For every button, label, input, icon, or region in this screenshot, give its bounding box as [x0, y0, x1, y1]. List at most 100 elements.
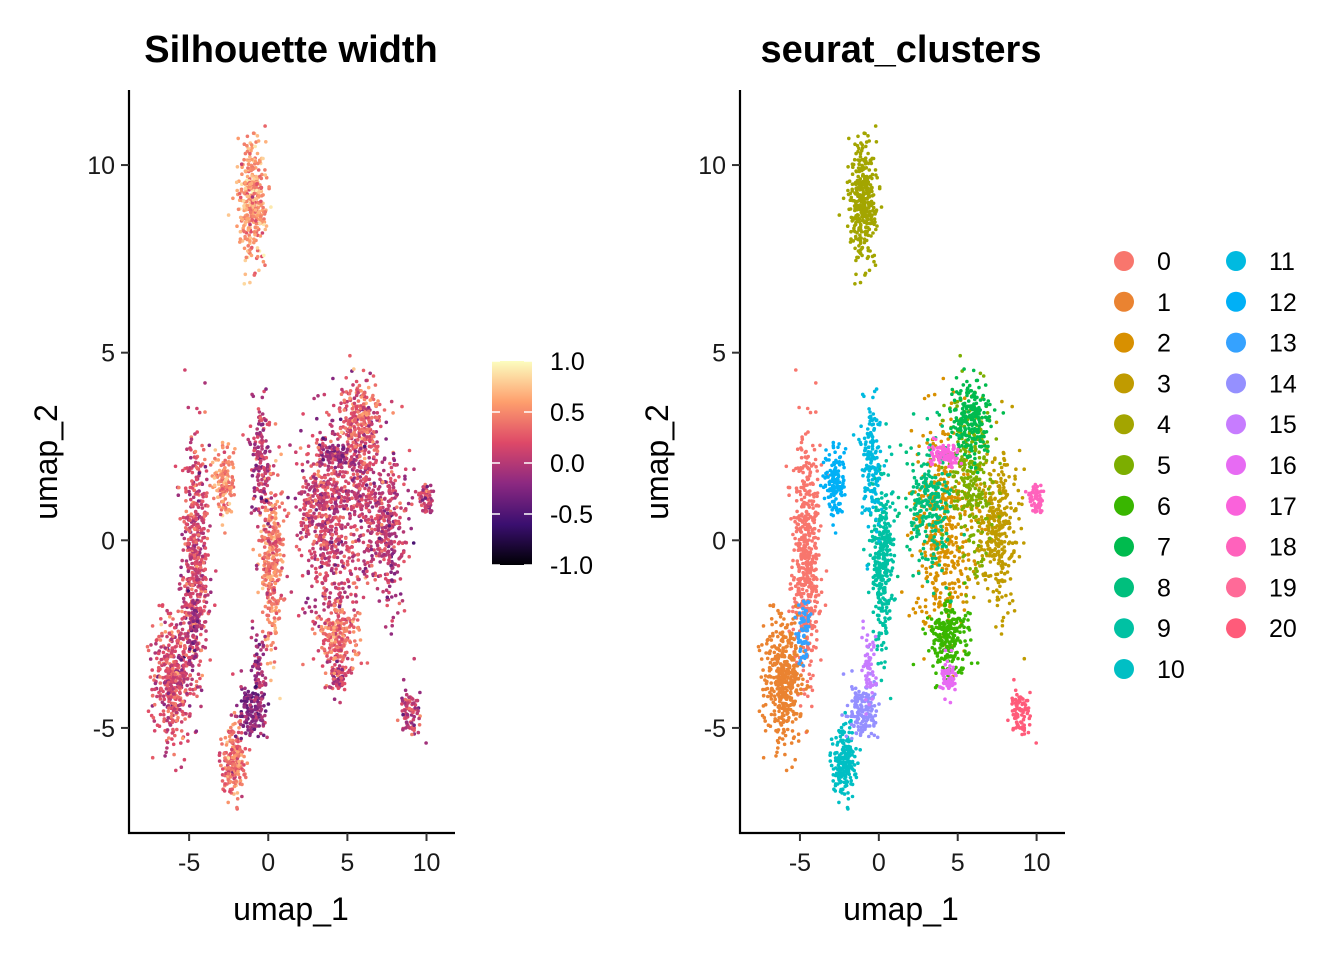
silhouette-point — [247, 233, 251, 237]
silhouette-point — [326, 472, 331, 477]
silhouette-y-tick-label: 10 — [87, 152, 115, 180]
silhouette-point — [370, 530, 374, 534]
silhouette-point — [338, 409, 342, 414]
silhouette-point — [294, 450, 298, 455]
silhouette-point — [185, 466, 189, 470]
silhouette-point — [306, 596, 310, 601]
silhouette-point — [176, 655, 181, 660]
silhouette-point — [355, 652, 359, 657]
silhouette-point — [219, 463, 224, 468]
silhouette-point — [338, 631, 343, 635]
silhouette-point — [294, 462, 299, 466]
silhouette-point — [180, 468, 185, 473]
silhouette-point — [306, 452, 310, 456]
silhouette-point — [407, 554, 412, 559]
silhouette-point — [203, 464, 208, 469]
silhouette-point — [178, 698, 182, 702]
silhouette-point — [235, 805, 239, 810]
cluster-point — [799, 497, 804, 502]
silhouette-point — [354, 379, 359, 384]
silhouette-point — [373, 484, 377, 489]
silhouette-point — [269, 631, 273, 636]
silhouette-point — [252, 486, 257, 490]
silhouette-point — [321, 485, 325, 489]
silhouette-point — [269, 496, 274, 500]
cluster-point — [799, 673, 803, 678]
silhouette-point — [332, 471, 337, 476]
silhouette-point — [279, 452, 283, 457]
silhouette-point — [427, 493, 432, 498]
silhouette-point — [312, 511, 316, 516]
silhouette-point — [270, 562, 275, 566]
silhouette-point — [250, 195, 255, 199]
silhouette-point — [193, 549, 198, 553]
silhouette-point — [187, 548, 192, 552]
silhouette-point — [359, 497, 363, 502]
silhouette-point — [178, 677, 182, 682]
silhouette-point — [233, 762, 237, 767]
silhouette-point — [314, 525, 318, 530]
silhouette-point — [400, 599, 405, 603]
silhouette-point — [232, 784, 237, 789]
silhouette-point — [263, 124, 267, 128]
silhouette-point — [352, 411, 357, 415]
silhouette-point — [398, 501, 402, 506]
silhouette-point — [346, 489, 351, 494]
silhouette-point — [351, 630, 356, 634]
silhouette-point — [425, 484, 430, 489]
cluster-point — [811, 443, 815, 448]
silhouette-point — [244, 199, 249, 204]
silhouette-point — [259, 731, 263, 736]
cluster-point — [792, 515, 796, 520]
silhouette-y-tick-label: 0 — [101, 527, 115, 555]
silhouette-point — [179, 720, 184, 724]
silhouette-point — [342, 474, 346, 478]
silhouette-point — [238, 240, 242, 244]
silhouette-point — [265, 613, 269, 618]
silhouette-point — [347, 556, 352, 560]
silhouette-point — [251, 547, 255, 552]
silhouette-point — [335, 679, 340, 684]
silhouette-point — [178, 690, 182, 695]
silhouette-point — [304, 525, 308, 530]
silhouette-point — [162, 654, 167, 659]
silhouette-point — [266, 508, 270, 512]
silhouette-point — [223, 466, 227, 470]
silhouette-point — [239, 669, 244, 673]
cluster-point — [807, 672, 812, 676]
cluster-point — [802, 522, 807, 527]
silhouette-point — [158, 675, 162, 679]
silhouette-point — [277, 548, 281, 552]
silhouette-point — [257, 658, 261, 662]
silhouette-point — [342, 581, 347, 586]
cluster-point — [795, 447, 800, 452]
silhouette-point — [354, 600, 359, 604]
silhouette-point — [300, 573, 305, 578]
silhouette-point — [254, 507, 258, 511]
silhouette-point — [189, 437, 194, 442]
colorbar-label: -1.0 — [550, 552, 593, 580]
silhouette-point — [310, 516, 314, 520]
silhouette-point — [181, 596, 186, 601]
silhouette-point — [237, 759, 241, 764]
silhouette-point — [183, 632, 187, 636]
silhouette-point — [160, 631, 164, 636]
silhouette-point — [246, 709, 250, 714]
silhouette-point — [278, 573, 283, 577]
silhouette-point — [164, 687, 169, 691]
silhouette-point — [166, 669, 171, 673]
silhouette-point — [377, 551, 382, 556]
silhouette-point — [368, 398, 373, 402]
silhouette-point — [175, 727, 179, 732]
silhouette-point — [244, 207, 249, 211]
silhouette-point — [246, 437, 250, 442]
silhouette-point — [228, 789, 232, 794]
silhouette-point — [316, 472, 320, 477]
silhouette-point — [193, 608, 198, 613]
silhouette-point — [300, 535, 304, 540]
cluster-point — [798, 548, 802, 552]
silhouette-point — [216, 458, 221, 462]
silhouette-point — [412, 467, 416, 472]
silhouette-point — [308, 486, 313, 490]
